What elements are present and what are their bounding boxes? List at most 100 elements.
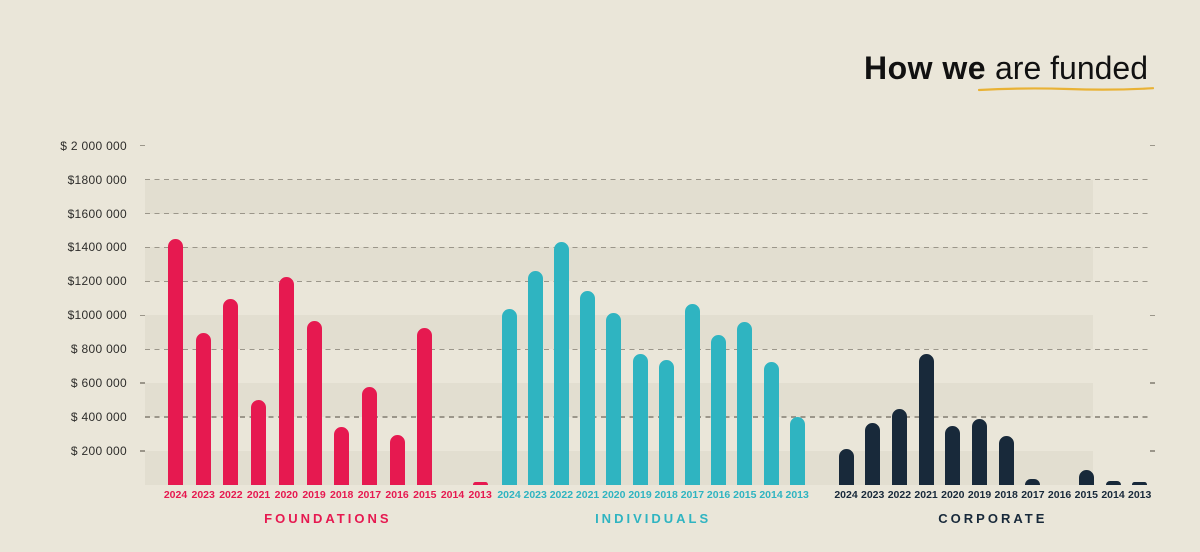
gridline-dashed [145, 246, 1148, 249]
y-axis-label: $ 200 000 [70, 444, 127, 459]
year-label: 2018 [330, 489, 354, 501]
axis-tick [1150, 382, 1155, 384]
y-axis-label: $1200 000 [67, 274, 127, 289]
year-label: 2016 [706, 489, 731, 501]
axis-tick [140, 314, 145, 317]
y-axis-label: $ 800 000 [70, 342, 127, 357]
axis-tick [1150, 314, 1155, 317]
bar-foundations-2013 [472, 482, 488, 485]
year-label: 2024 [497, 489, 521, 501]
axis-tick [140, 450, 145, 452]
y-axis-label: $ 400 000 [70, 410, 127, 425]
bar-corporate-2020 [945, 426, 961, 485]
year-label: 2020 [941, 489, 965, 501]
year-label: 2013 [468, 489, 492, 501]
bar-foundations-2015 [417, 328, 433, 485]
group-label-individuals: INDIVIDUALS [595, 511, 712, 526]
year-label: 2013 [785, 489, 809, 501]
bar-foundations-2018 [334, 427, 350, 485]
axis-tick [1150, 144, 1155, 147]
year-label: 2018 [994, 489, 1018, 501]
y-axis-label: $1800 000 [67, 172, 127, 187]
bar-corporate-2017 [1025, 479, 1041, 485]
background-band [145, 247, 1093, 282]
bar-corporate-2018 [998, 435, 1014, 485]
year-label: 2020 [602, 489, 626, 501]
bar-corporate-2014 [1105, 480, 1121, 485]
year-label: 2015 [733, 489, 757, 501]
bar-individuals-2019 [632, 354, 648, 485]
bar-individuals-2022 [553, 241, 569, 485]
group-label-corporate: CORPORATE [938, 511, 1048, 526]
axis-tick [140, 382, 145, 384]
bar-foundations-2017 [361, 386, 377, 485]
year-label: 2022 [887, 489, 912, 501]
year-label: 2017 [357, 489, 382, 501]
chart-title-regular: are funded [986, 50, 1148, 86]
year-label: 2014 [440, 489, 465, 501]
bar-foundations-2020 [278, 277, 294, 485]
gridline-dashed [145, 280, 1148, 283]
bar-foundations-2019 [306, 321, 322, 485]
year-label: 2017 [680, 489, 705, 501]
year-label: 2023 [861, 489, 885, 501]
year-label: 2023 [191, 489, 215, 501]
year-label: 2015 [1074, 489, 1098, 501]
bar-individuals-2017 [684, 304, 700, 485]
year-label: 2016 [385, 489, 409, 501]
year-label: 2021 [246, 489, 271, 501]
bar-individuals-2020 [606, 312, 622, 485]
y-axis-label: $ 2 000 000 [60, 138, 127, 153]
gridline-dashed [145, 178, 1148, 181]
bar-corporate-2015 [1078, 469, 1094, 485]
bar-foundations-2022 [223, 299, 239, 485]
year-label: 2018 [654, 489, 678, 501]
y-axis-label: $1400 000 [67, 240, 127, 255]
bar-foundations-2021 [251, 400, 267, 485]
title-underline [978, 87, 1154, 92]
bar-individuals-2018 [658, 360, 674, 485]
axis-tick [1150, 450, 1155, 452]
bar-corporate-2021 [918, 353, 934, 485]
chart-title: How we are funded [864, 50, 1148, 87]
year-label: 2017 [1021, 489, 1045, 501]
bar-corporate-2022 [891, 408, 907, 485]
year-label: 2022 [219, 489, 243, 501]
year-label: 2021 [575, 489, 600, 501]
bar-corporate-2019 [972, 418, 987, 485]
y-axis-label: $1600 000 [67, 206, 127, 221]
year-label: 2022 [549, 489, 574, 501]
year-label: 2019 [302, 489, 326, 501]
gridline-dashed [145, 212, 1148, 215]
bar-individuals-2016 [711, 334, 727, 485]
bar-individuals-2023 [527, 271, 543, 485]
axis-tick [140, 144, 145, 147]
bar-individuals-2024 [501, 308, 517, 485]
bar-corporate-2013 [1132, 482, 1148, 485]
y-axis-label: $ 600 000 [70, 376, 127, 391]
year-label: 2021 [914, 489, 938, 501]
year-label: 2024 [834, 489, 858, 501]
bar-individuals-2013 [789, 417, 805, 485]
year-label: 2020 [274, 489, 298, 501]
bar-individuals-2021 [580, 290, 596, 485]
year-label: 2015 [413, 489, 437, 501]
year-label: 2024 [163, 489, 188, 501]
year-label: 2016 [1047, 489, 1072, 501]
chart-title-bold: How we [863, 50, 987, 86]
bar-individuals-2015 [737, 322, 753, 485]
year-label: 2014 [759, 489, 783, 501]
year-label: 2019 [967, 489, 992, 501]
background-band [145, 179, 1093, 214]
group-label-foundations: FOUNDATIONS [264, 511, 392, 526]
gridline-dashed [145, 348, 1148, 351]
bar-foundations-2023 [195, 333, 211, 485]
year-label: 2019 [628, 489, 652, 501]
bar-individuals-2014 [763, 362, 779, 485]
bar-corporate-2023 [865, 423, 881, 485]
year-label: 2014 [1101, 489, 1125, 501]
year-label: 2023 [523, 489, 547, 501]
y-axis-label: $1000 000 [67, 308, 127, 323]
bar-corporate-2024 [838, 448, 854, 485]
